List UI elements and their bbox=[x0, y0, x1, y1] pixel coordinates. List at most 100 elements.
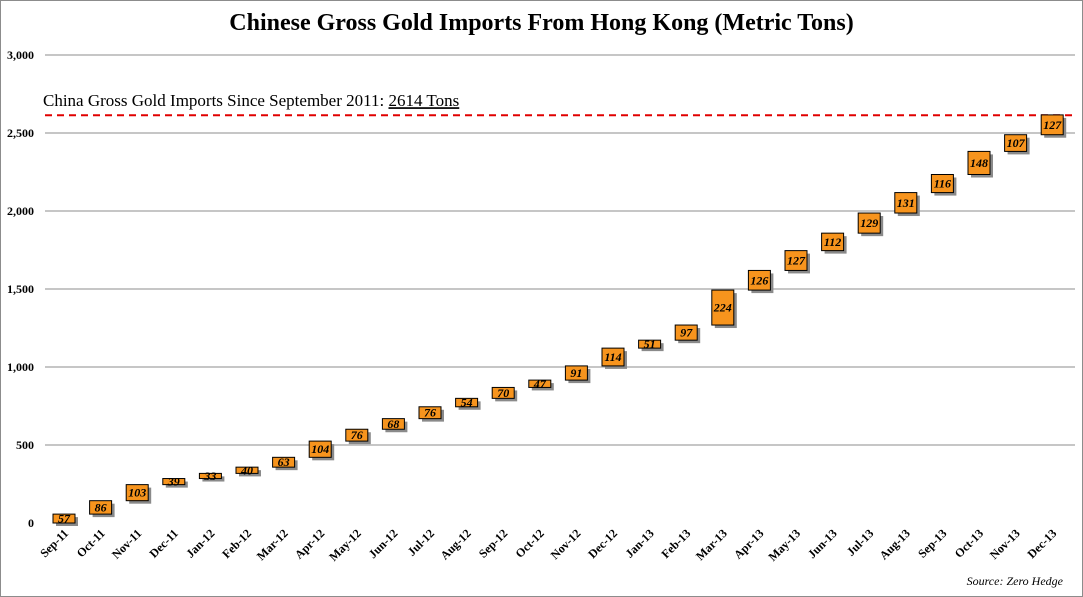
bar bbox=[89, 500, 113, 515]
gridlines bbox=[45, 54, 1075, 446]
bar bbox=[125, 484, 149, 502]
bar bbox=[674, 324, 698, 341]
bar-group: 86 bbox=[89, 500, 115, 518]
bar bbox=[711, 289, 735, 326]
x-tick-label: Sep-11 bbox=[37, 526, 71, 560]
bar bbox=[308, 440, 332, 458]
bar-value-label: 70 bbox=[497, 386, 509, 400]
x-tick-label: May-13 bbox=[765, 526, 803, 564]
bar-group: 129 bbox=[857, 212, 884, 237]
bar-group: 68 bbox=[381, 417, 408, 433]
x-tick-label: Dec-13 bbox=[1024, 526, 1059, 561]
bar-value-label: 76 bbox=[351, 428, 363, 442]
reference-label-value: 2614 Tons bbox=[388, 91, 459, 110]
bar-group: 40 bbox=[235, 463, 261, 477]
source-note: Source: Zero Hedge bbox=[966, 574, 1063, 588]
x-tick-label: Apr-12 bbox=[292, 526, 328, 562]
bar bbox=[564, 365, 588, 381]
bar-value-label: 86 bbox=[95, 500, 107, 514]
bar bbox=[272, 456, 296, 468]
bar-group: 126 bbox=[747, 269, 774, 294]
x-tick-label: Feb-12 bbox=[219, 526, 254, 561]
y-tick-label: 2,500 bbox=[7, 126, 34, 140]
bar bbox=[52, 513, 76, 524]
bar-group: 91 bbox=[564, 365, 591, 384]
bar-group: 131 bbox=[894, 192, 920, 217]
bar bbox=[747, 269, 771, 291]
x-tick-label: Dec-12 bbox=[585, 526, 620, 561]
x-tick-label: Nov-13 bbox=[987, 526, 1023, 562]
bar-group: 103 bbox=[125, 484, 152, 504]
bar bbox=[821, 232, 845, 252]
bar bbox=[601, 347, 625, 367]
y-tick-label: 1,000 bbox=[7, 360, 34, 374]
bar-value-label: 40 bbox=[240, 463, 253, 477]
bar bbox=[455, 397, 479, 408]
x-tick-label: Mar-12 bbox=[254, 526, 291, 563]
bar-value-label: 126 bbox=[750, 273, 768, 287]
bar-value-label: 97 bbox=[680, 326, 693, 340]
bar bbox=[418, 406, 442, 420]
x-tick-label: Jun-12 bbox=[366, 526, 401, 561]
bar-group: 39 bbox=[162, 475, 188, 489]
bar bbox=[528, 379, 552, 388]
x-tick-label: Jan-13 bbox=[622, 526, 656, 560]
bar-value-label: 47 bbox=[533, 377, 547, 391]
bar-value-label: 33 bbox=[203, 469, 216, 483]
bar-value-label: 68 bbox=[387, 417, 399, 431]
x-tick-label: Oct-13 bbox=[952, 526, 986, 560]
x-tick-label: Sep-13 bbox=[915, 526, 949, 560]
reference-label-prefix: China Gross Gold Imports Since September… bbox=[43, 91, 388, 110]
bar bbox=[1040, 114, 1064, 136]
bar bbox=[198, 472, 222, 480]
bar-value-label: 104 bbox=[311, 442, 329, 456]
bar bbox=[1004, 134, 1028, 152]
bar-value-label: 116 bbox=[934, 177, 951, 191]
bar-group: 54 bbox=[455, 396, 481, 410]
x-tick-label: Oct-12 bbox=[513, 526, 547, 560]
x-tick-label: Mar-13 bbox=[693, 526, 730, 563]
y-tick-label: 2,000 bbox=[7, 204, 34, 218]
x-tick-label: Nov-12 bbox=[548, 526, 584, 562]
bar-value-label: 39 bbox=[167, 475, 180, 489]
bar bbox=[381, 418, 405, 430]
bar-value-label: 57 bbox=[58, 512, 71, 526]
bar-value-label: 112 bbox=[824, 235, 841, 249]
bar-value-label: 127 bbox=[787, 254, 806, 268]
bar-value-label: 54 bbox=[461, 396, 473, 410]
reference-line-group: China Gross Gold Imports Since September… bbox=[43, 91, 1075, 117]
bar-value-label: 131 bbox=[897, 196, 915, 210]
y-tick-label: 0 bbox=[28, 516, 34, 530]
x-tick-label: Apr-13 bbox=[731, 526, 767, 562]
x-tick-label: Sep-12 bbox=[476, 526, 510, 560]
x-tick-label: Jan-12 bbox=[183, 526, 217, 560]
bar-value-label: 127 bbox=[1043, 118, 1062, 132]
x-axis-ticks: Sep-11 Oct-11 Nov-11 Dec-11 Jan-12 Feb-12 Mar-… bbox=[37, 526, 1059, 564]
bar-group: 47 bbox=[528, 377, 554, 391]
bar bbox=[967, 150, 991, 175]
x-tick-label: Aug-13 bbox=[877, 526, 913, 562]
y-tick-label: 3,000 bbox=[7, 48, 34, 62]
y-tick-label: 1,500 bbox=[7, 282, 34, 296]
bar-group: 76 bbox=[345, 428, 371, 445]
x-tick-label: Jul-12 bbox=[405, 526, 438, 559]
bars: 57 86 103 39 33 40 63 104 76 68 76 54 70 47 91 114 51 97 2… bbox=[52, 114, 1067, 526]
bar-value-label: 107 bbox=[1007, 136, 1026, 150]
bar bbox=[345, 428, 369, 442]
bar-group: 97 bbox=[674, 324, 701, 344]
bar-group: 57 bbox=[52, 512, 78, 526]
x-tick-label: Jul-13 bbox=[844, 526, 877, 559]
bar bbox=[894, 192, 918, 214]
bar-value-label: 129 bbox=[860, 216, 878, 230]
x-tick-label: Feb-13 bbox=[658, 526, 693, 561]
x-tick-label: May-12 bbox=[326, 526, 364, 564]
bar-group: 33 bbox=[198, 469, 225, 483]
bar-group: 107 bbox=[1004, 134, 1030, 155]
bar-group: 127 bbox=[1040, 114, 1067, 138]
bar bbox=[857, 212, 881, 234]
y-axis-ticks: 0 500 1,000 1,500 2,000 2,500 3,000 bbox=[7, 48, 34, 530]
chart-title: Chinese Gross Gold Imports From Hong Kon… bbox=[229, 10, 854, 36]
bar-group: 104 bbox=[308, 440, 335, 461]
bar-value-label: 63 bbox=[278, 455, 290, 469]
